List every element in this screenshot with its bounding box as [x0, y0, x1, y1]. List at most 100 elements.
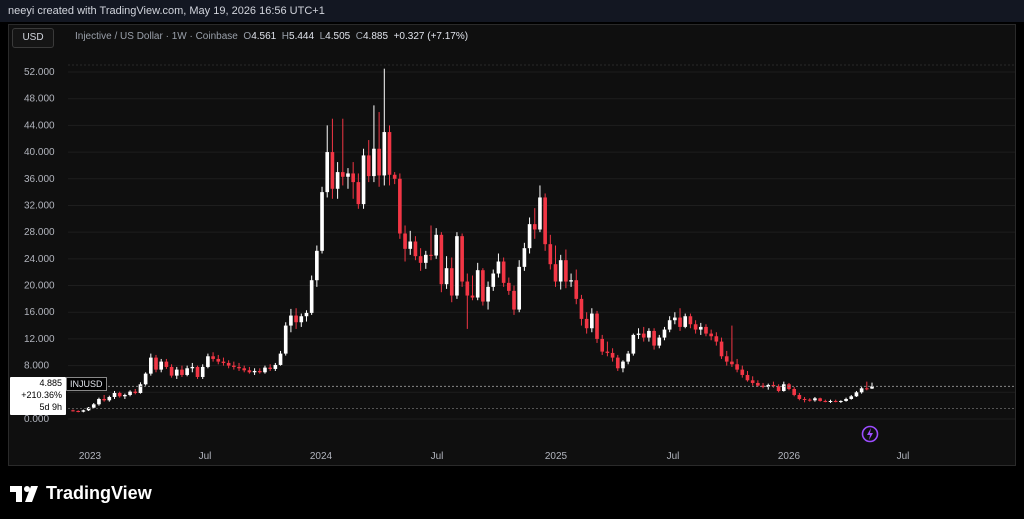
candle-body [330, 152, 335, 189]
candle-body [698, 326, 703, 330]
chart-credit: neeyi created with TradingView.com, May … [8, 5, 325, 17]
candle-body [382, 132, 387, 176]
candle-body [714, 336, 719, 342]
candle-body [833, 400, 838, 402]
candle-body [564, 260, 568, 282]
y-tick-label: 44.000 [24, 120, 55, 131]
candle-body [211, 356, 215, 359]
candle-body [143, 373, 148, 385]
candle-body [724, 356, 729, 362]
candle-body [320, 192, 324, 251]
candle-body [859, 388, 864, 393]
candle-body [190, 366, 195, 369]
candle-body [128, 391, 132, 395]
candle-body [335, 172, 340, 189]
bar-countdown: 5d 9h [39, 402, 62, 412]
candle-body [491, 273, 496, 287]
candle-body [854, 392, 859, 397]
high-value: 5.444 [289, 31, 315, 42]
candle-body [294, 315, 298, 323]
candle-body [735, 364, 739, 370]
candle-body [776, 386, 781, 391]
candle-body [558, 260, 563, 282]
candle-body [501, 261, 506, 283]
candle-body [781, 384, 786, 391]
x-tick-label: Jul [667, 451, 680, 462]
candlestick-chart[interactable]: 0.0004.0008.00012.00016.00020.00024.0002… [0, 0, 1024, 470]
candle-body [481, 270, 485, 302]
candle-body [232, 365, 236, 367]
candle-body [268, 367, 272, 369]
candle-body [418, 256, 423, 263]
candle-body [408, 241, 413, 249]
y-tick-label: 16.000 [24, 307, 55, 318]
candle-body [740, 369, 745, 375]
candle-body [195, 366, 200, 377]
y-tick-label: 52.000 [24, 67, 55, 78]
candle-body [377, 148, 381, 176]
y-tick-label: 36.000 [24, 174, 55, 185]
x-tick-label: 2026 [778, 451, 801, 462]
candle-body [807, 399, 812, 401]
candle-body [81, 410, 86, 412]
candle-body [242, 368, 247, 371]
y-tick-label: 8.000 [24, 361, 49, 372]
candle-body [839, 400, 843, 402]
top-bar: neeyi created with TradingView.com, May … [0, 0, 1024, 22]
candle-body [636, 333, 641, 335]
low-value: 4.505 [325, 31, 351, 42]
y-tick-label: 48.000 [24, 94, 55, 105]
candle-body [849, 396, 854, 399]
candle-body [709, 333, 713, 337]
candle-body [631, 334, 636, 354]
candle-body [434, 234, 438, 256]
candle-body [688, 316, 693, 325]
symbol-legend: Injective / US Dollar · 1W · Coinbase O4… [75, 31, 468, 42]
candle-body [423, 254, 428, 263]
change-value: +0.327 (+7.17%) [393, 31, 469, 42]
candle-body [351, 173, 355, 183]
y-tick-label: 12.000 [24, 334, 55, 345]
currency-button[interactable]: USD [12, 28, 54, 48]
candle-body [263, 367, 267, 373]
candle-body [532, 224, 537, 230]
candle-body [304, 312, 309, 317]
candle-body [538, 197, 542, 230]
lightning-icon[interactable] [860, 424, 880, 444]
candle-body [356, 182, 361, 205]
candle-body [91, 404, 96, 408]
y-tick-label: 40.000 [24, 147, 55, 158]
symbol-badge: INJUSD [66, 377, 107, 391]
close-label: C [355, 31, 363, 42]
candle-body [138, 384, 143, 393]
candle-body [719, 341, 724, 357]
candle-body [247, 370, 252, 373]
candle-body [615, 357, 620, 369]
candle-body [465, 281, 470, 296]
tradingview-logo[interactable]: TradingView [10, 483, 152, 504]
candle-body [154, 357, 158, 370]
candle-body [657, 337, 662, 346]
candle-body [667, 320, 672, 330]
candle-body [745, 374, 750, 381]
candle-body [641, 333, 646, 338]
candle-body [584, 318, 589, 329]
y-tick-label: 0.000 [24, 414, 49, 425]
candle-body [439, 234, 444, 285]
candle-body [117, 392, 122, 397]
candle-body [610, 352, 615, 358]
candle-body [76, 410, 81, 412]
candle-body [823, 400, 828, 402]
candle-body [71, 410, 75, 412]
candle-body [553, 264, 558, 282]
candle-body [123, 394, 127, 397]
candle-body [309, 280, 314, 313]
candle-body [761, 385, 765, 387]
candle-body [792, 388, 796, 395]
candle-body [361, 155, 366, 205]
candle-body [662, 329, 667, 338]
candle-body [595, 313, 599, 339]
candle-body [372, 148, 376, 177]
candle-body [621, 361, 625, 369]
candle-body [771, 384, 776, 387]
